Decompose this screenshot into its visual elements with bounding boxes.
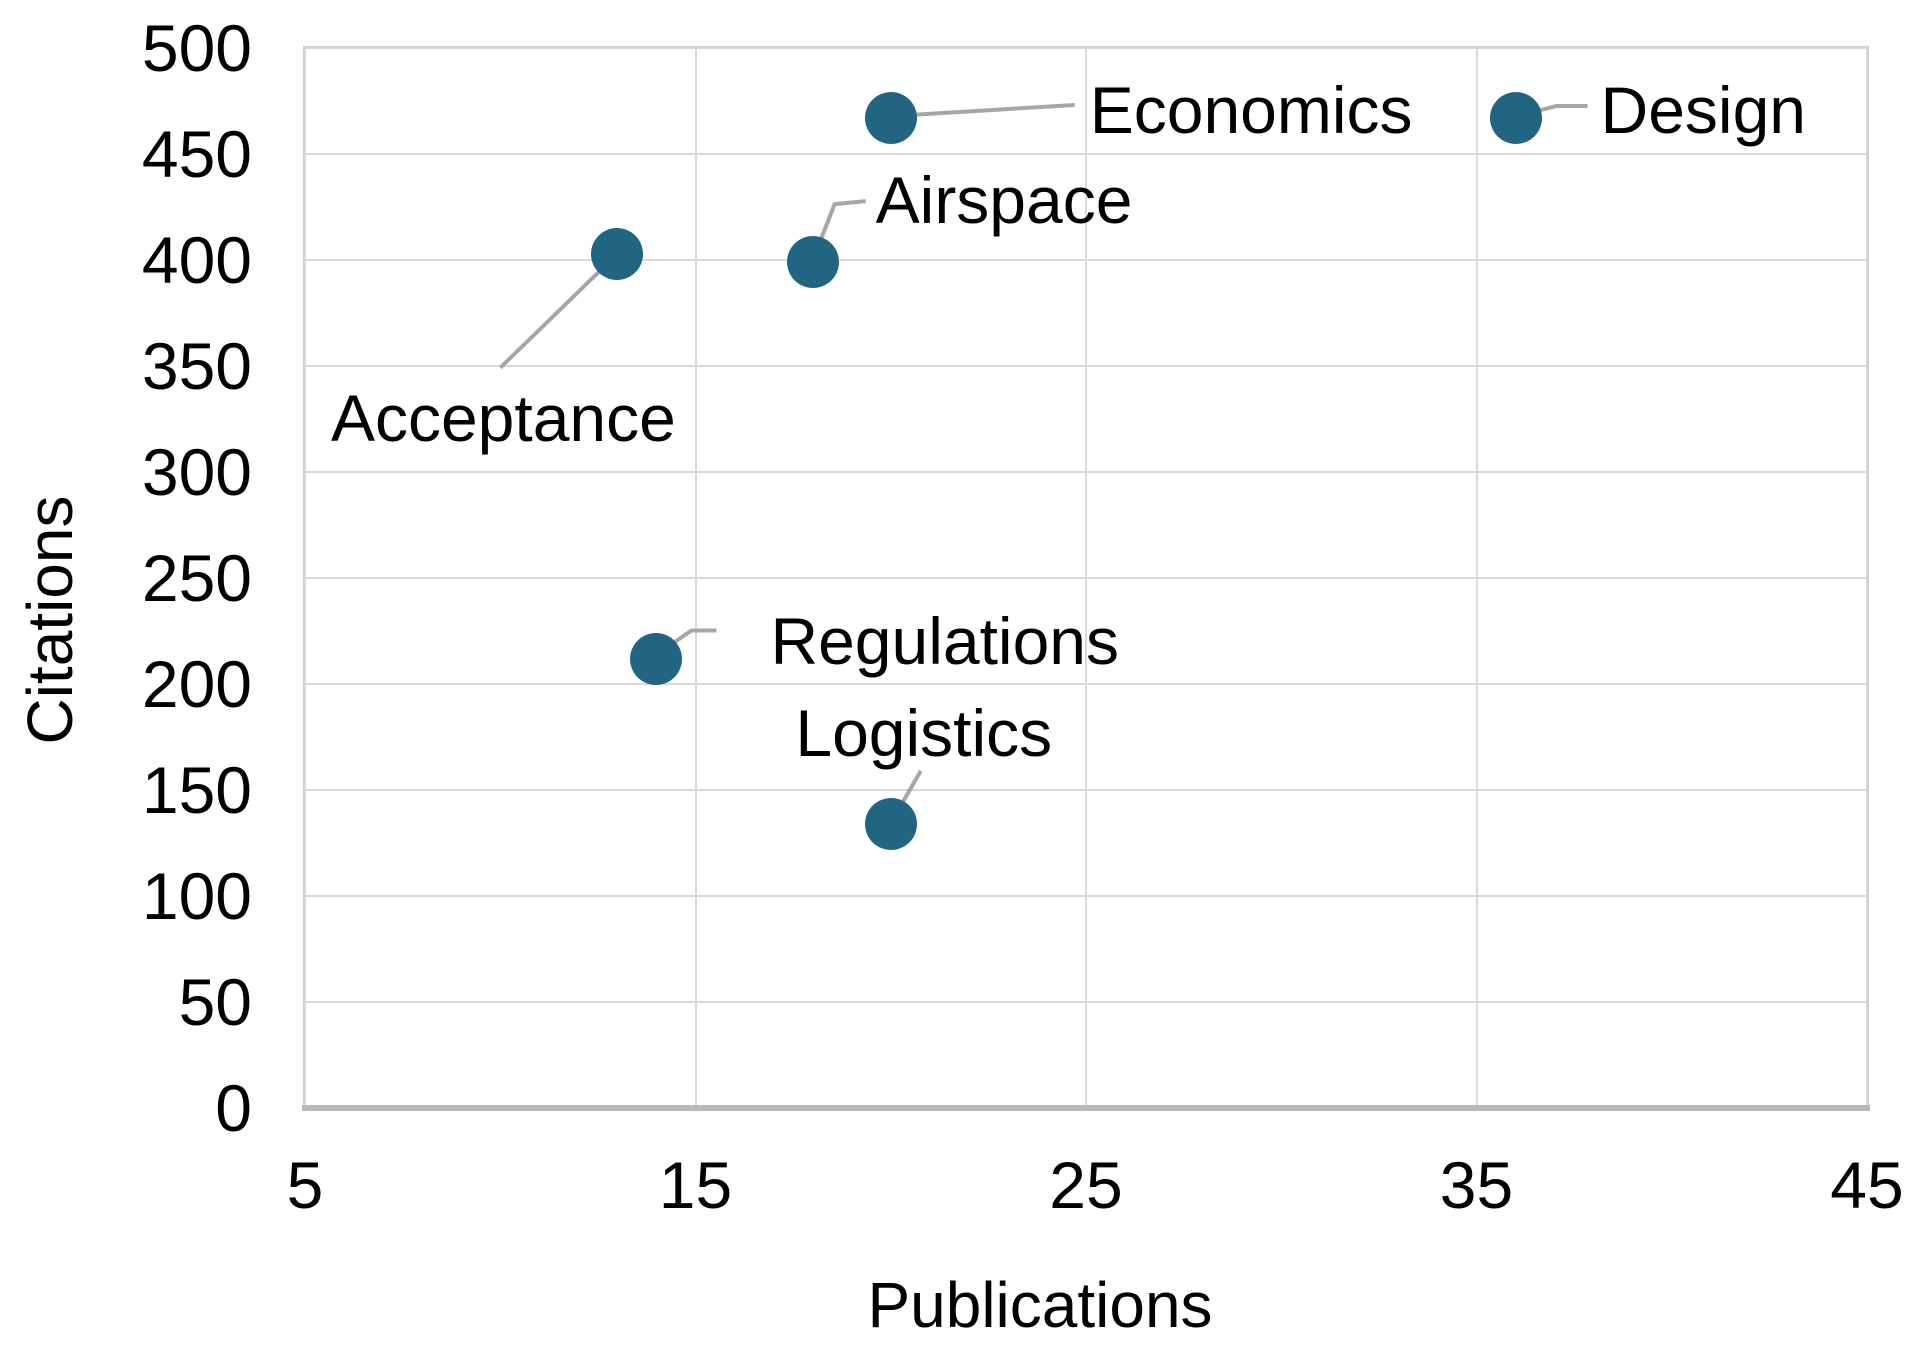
x-axis-title: Publications: [867, 1269, 1213, 1341]
data-point: [591, 227, 644, 280]
v-gridline: [694, 48, 697, 1108]
x-tick-label: 35: [1439, 1148, 1514, 1222]
data-point-label: Logistics: [795, 695, 1053, 770]
y-tick-label: 500: [141, 11, 252, 85]
x-tick-label: 45: [1830, 1148, 1904, 1222]
data-point: [864, 91, 917, 144]
y-tick-label: 0: [215, 1071, 252, 1145]
y-tick-label: 300: [141, 435, 252, 509]
y-tick-label: 450: [141, 117, 252, 191]
v-gridline: [1866, 48, 1868, 1108]
x-tick-label: 25: [1049, 1148, 1123, 1222]
v-gridline: [1085, 48, 1087, 1108]
data-point-label: Regulations: [770, 603, 1119, 678]
data-point-label: Design: [1600, 72, 1806, 147]
v-gridline: [304, 48, 306, 1108]
y-tick-label: 350: [141, 329, 252, 403]
data-point-label: Economics: [1089, 72, 1413, 147]
y-tick-label: 100: [141, 859, 252, 933]
y-axis-title: Citations: [14, 495, 86, 745]
y-tick-label: 400: [141, 223, 252, 297]
v-gridline: [1475, 48, 1478, 1108]
x-axis-line: [302, 1105, 1870, 1111]
data-point-label: Acceptance: [330, 380, 676, 455]
data-point: [1489, 91, 1542, 144]
data-point-label: Airspace: [875, 163, 1133, 238]
data-point: [786, 236, 839, 289]
x-tick-label: 5: [286, 1148, 324, 1222]
data-point: [630, 632, 683, 685]
y-tick-label: 50: [178, 965, 252, 1039]
y-tick-label: 200: [141, 647, 252, 721]
y-tick-label: 250: [141, 541, 252, 615]
x-tick-label: 15: [658, 1148, 733, 1222]
data-point: [864, 797, 917, 850]
y-tick-label: 150: [141, 753, 252, 827]
